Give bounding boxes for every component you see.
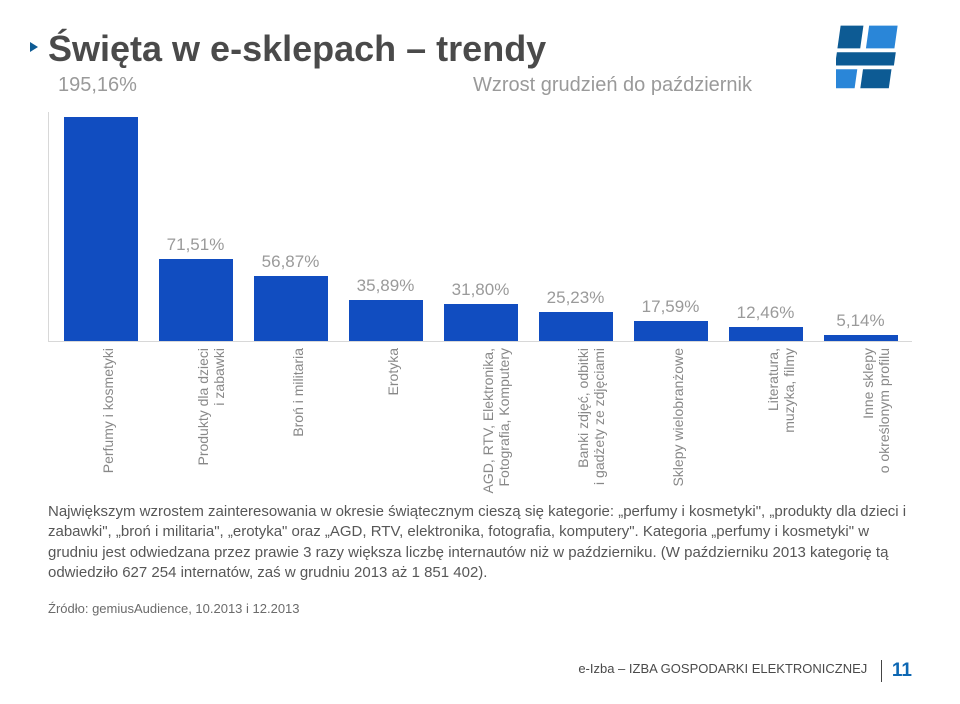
page-title: Święta w e-sklepach – trendy (48, 28, 912, 70)
bar-value: 31,80% (452, 280, 510, 300)
bar-label: Sklepy wielobranżowe (630, 348, 710, 498)
bar-label: Produkty dla dziecii zabawki (155, 348, 235, 498)
bar-label: AGD, RTV, Elektronika,Fotografia, Komput… (440, 348, 520, 498)
footer-text: e-Izba – IZBA GOSPODARKI ELEKTRONICZNEJ (578, 661, 867, 676)
bar-value: 5,14% (836, 311, 884, 331)
footer-brand: e-Izba – IZBA GOSPODARKI ELEKTRONICZNEJ … (578, 660, 912, 682)
bar (349, 300, 423, 341)
first-bar-value: 195,16% (58, 74, 137, 97)
bar-col: 56,87% (251, 252, 331, 341)
bar-value: 12,46% (737, 303, 795, 323)
bullet-icon (28, 40, 42, 54)
chart-legend: Wzrost grudzień do październik (473, 74, 752, 97)
x-axis-labels: Perfumy i kosmetykiProdukty dla dziecii … (48, 342, 912, 498)
bar-value: 35,89% (357, 276, 415, 296)
bar-col: 5,14% (821, 311, 901, 341)
bar-col: 25,23% (536, 288, 616, 341)
description-text: Największym wzrostem zainteresowania w o… (48, 502, 912, 583)
bar-col: 35,89% (346, 276, 426, 341)
bar (729, 327, 803, 341)
page-number: 11 (881, 660, 912, 682)
bar-label: Literatura,muzyka, filmy (725, 348, 805, 498)
bar-label: Inne sklepyo określonym profilu (820, 348, 900, 498)
bar-col (61, 117, 141, 341)
bar (539, 312, 613, 341)
source-text: Źródło: gemiusAudience, 10.2013 i 12.201… (48, 601, 912, 616)
bar (254, 276, 328, 341)
bar-label: Perfumy i kosmetyki (60, 348, 140, 498)
bar (824, 335, 898, 341)
bar (159, 259, 233, 341)
bar-col: 12,46% (726, 303, 806, 341)
bar-value: 25,23% (547, 288, 605, 308)
bar (444, 304, 518, 341)
bar (64, 117, 138, 341)
bar-value: 17,59% (642, 297, 700, 317)
bar (634, 321, 708, 341)
bar-chart: 71,51% 56,87% 35,89% 31,80% 25,23% 17,59% 12,4… (48, 112, 912, 342)
bar-label: Erotyka (345, 348, 425, 498)
bar-label: Broń i militaria (250, 348, 330, 498)
bar-col: 17,59% (631, 297, 711, 341)
bar-label: Banki zdjęć, odbitkii gadżety ze zdjęcia… (535, 348, 615, 498)
bar-value: 71,51% (167, 235, 225, 255)
bar-col: 31,80% (441, 280, 521, 341)
eizba-logo-icon (836, 18, 912, 94)
bar-value: 56,87% (262, 252, 320, 272)
bar-col: 71,51% (156, 235, 236, 341)
